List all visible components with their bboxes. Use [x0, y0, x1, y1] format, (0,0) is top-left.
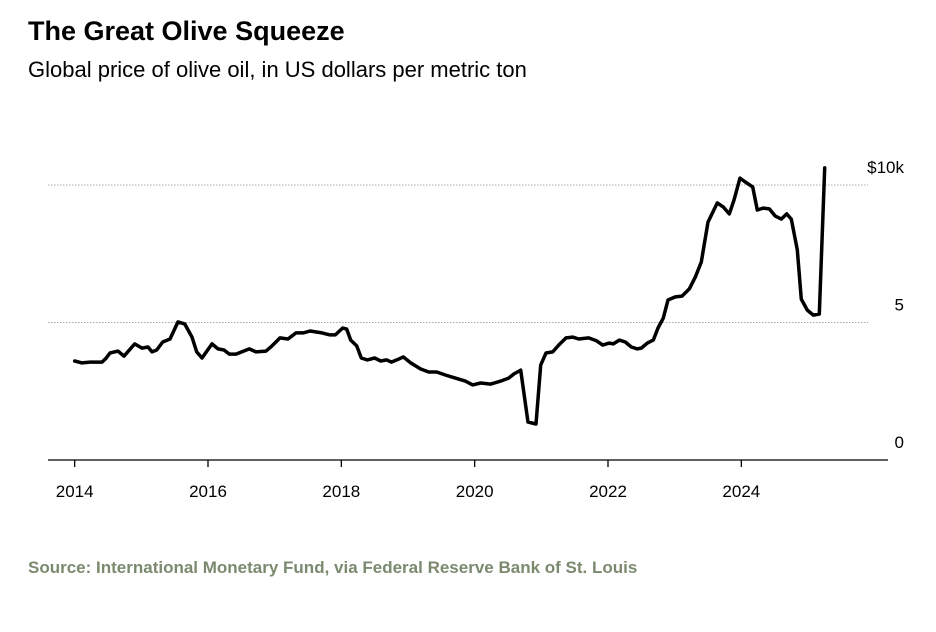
source-note: Source: International Monetary Fund, via… — [28, 558, 637, 577]
chart-title: The Great Olive Squeeze — [28, 16, 345, 46]
y-tick-label: 5 — [895, 296, 904, 315]
x-tick-label: 2020 — [456, 482, 494, 501]
y-tick-label: 0 — [895, 433, 904, 452]
x-tick-label: 2016 — [189, 482, 227, 501]
x-tick-label: 2024 — [722, 482, 760, 501]
chart-subtitle: Global price of olive oil, in US dollars… — [28, 57, 527, 82]
x-tick-label: 2018 — [322, 482, 360, 501]
y-tick-label: $10k — [867, 158, 904, 177]
price-line — [72, 166, 827, 426]
x-tick-label: 2014 — [56, 482, 94, 501]
x-tick-label: 2022 — [589, 482, 627, 501]
